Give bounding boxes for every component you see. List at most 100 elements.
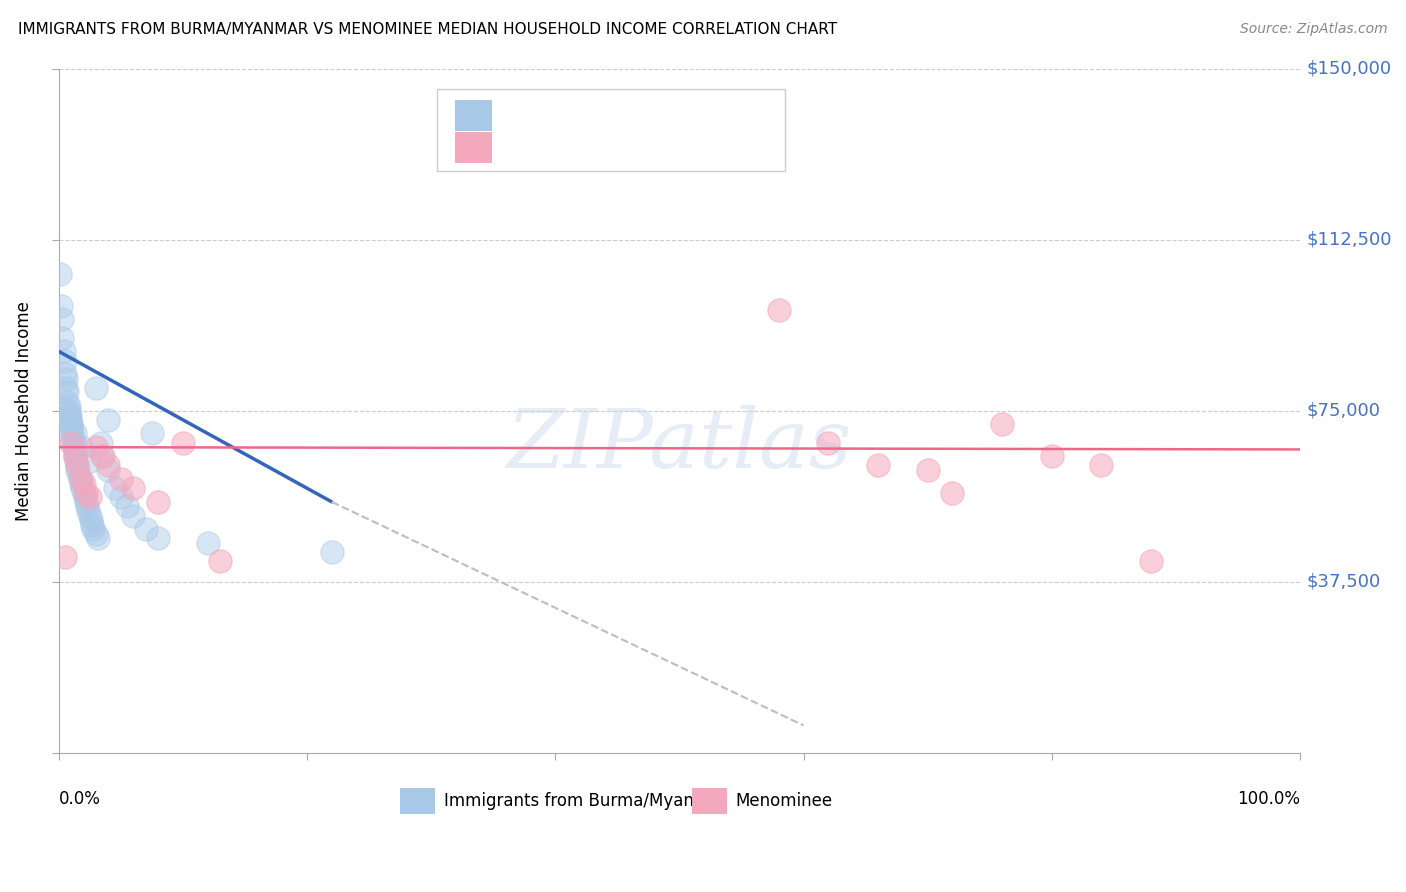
Point [51, 299, 73, 313]
Point [866, 458, 889, 473]
Point [79, 454, 101, 468]
Point [768, 303, 790, 318]
Text: $150,000: $150,000 [1306, 60, 1392, 78]
Text: $75,000: $75,000 [1306, 401, 1381, 419]
Point [52, 344, 75, 359]
Point [122, 508, 145, 523]
Point [79, 491, 101, 505]
Point [1140, 554, 1163, 568]
Point [917, 463, 939, 477]
Point [56, 394, 79, 409]
Text: -0.365: -0.365 [553, 106, 617, 124]
Point [84, 381, 107, 395]
Point [59, 409, 82, 423]
Point [93, 450, 115, 464]
Point [72, 485, 94, 500]
Text: ZIPatlas: ZIPatlas [506, 405, 852, 485]
Point [69, 472, 91, 486]
FancyBboxPatch shape [401, 789, 434, 814]
Point [72, 481, 94, 495]
Point [55, 372, 77, 386]
Text: 0.0%: 0.0% [59, 790, 101, 808]
Point [72, 476, 94, 491]
Point [84, 440, 107, 454]
Point [84, 526, 107, 541]
Point [197, 536, 219, 550]
Point [73, 491, 96, 505]
Point [991, 417, 1014, 432]
Point [62, 440, 84, 454]
Point [63, 444, 86, 458]
Text: N =: N = [648, 138, 689, 156]
Text: R =: R = [506, 138, 544, 156]
Point [87, 532, 110, 546]
Point [49, 267, 72, 281]
Point [53, 367, 76, 381]
FancyBboxPatch shape [454, 132, 492, 162]
Point [67, 467, 90, 482]
Point [58, 409, 80, 423]
Point [63, 426, 86, 441]
Point [146, 495, 169, 509]
Point [817, 435, 839, 450]
Point [97, 458, 120, 473]
Text: N =: N = [648, 106, 689, 124]
Point [77, 504, 100, 518]
Point [97, 413, 120, 427]
Point [1090, 458, 1112, 473]
Text: -0.007: -0.007 [553, 138, 617, 156]
FancyBboxPatch shape [692, 789, 727, 814]
Point [97, 463, 120, 477]
Point [90, 435, 112, 450]
Point [70, 472, 93, 486]
Point [63, 450, 86, 464]
Point [60, 417, 83, 432]
Point [110, 491, 132, 505]
Point [1040, 450, 1063, 464]
Text: R =: R = [506, 106, 544, 124]
Point [70, 440, 93, 454]
Point [103, 481, 125, 495]
Text: IMMIGRANTS FROM BURMA/MYANMAR VS MENOMINEE MEDIAN HOUSEHOLD INCOME CORRELATION C: IMMIGRANTS FROM BURMA/MYANMAR VS MENOMIN… [18, 22, 838, 37]
Point [321, 545, 343, 559]
Point [60, 417, 83, 432]
Text: $112,500: $112,500 [1306, 231, 1392, 249]
Text: Menominee: Menominee [735, 792, 832, 810]
Point [53, 549, 76, 564]
Point [60, 435, 83, 450]
Point [66, 458, 89, 473]
Point [75, 495, 97, 509]
Text: $37,500: $37,500 [1306, 573, 1381, 591]
Point [146, 532, 169, 546]
Point [51, 331, 73, 345]
Point [60, 431, 83, 445]
Text: 25: 25 [696, 138, 720, 156]
Point [79, 508, 101, 523]
FancyBboxPatch shape [437, 89, 785, 171]
Point [80, 513, 103, 527]
Point [209, 554, 232, 568]
Point [172, 435, 194, 450]
Point [91, 450, 114, 464]
FancyBboxPatch shape [454, 100, 492, 130]
Point [60, 426, 83, 441]
Text: Source: ZipAtlas.com: Source: ZipAtlas.com [1240, 22, 1388, 37]
Point [70, 476, 93, 491]
Point [135, 522, 157, 536]
Point [51, 312, 73, 326]
Text: 100.0%: 100.0% [1237, 790, 1301, 808]
Point [122, 481, 145, 495]
Point [82, 517, 104, 532]
Point [65, 454, 87, 468]
Point [58, 399, 80, 413]
Point [55, 381, 77, 395]
Point [76, 500, 98, 514]
Point [56, 385, 79, 400]
Point [59, 413, 82, 427]
Text: Immigrants from Burma/Myanmar: Immigrants from Burma/Myanmar [443, 792, 727, 810]
Point [115, 500, 138, 514]
Point [62, 435, 84, 450]
Point [110, 472, 132, 486]
Point [53, 353, 76, 368]
Point [66, 463, 89, 477]
